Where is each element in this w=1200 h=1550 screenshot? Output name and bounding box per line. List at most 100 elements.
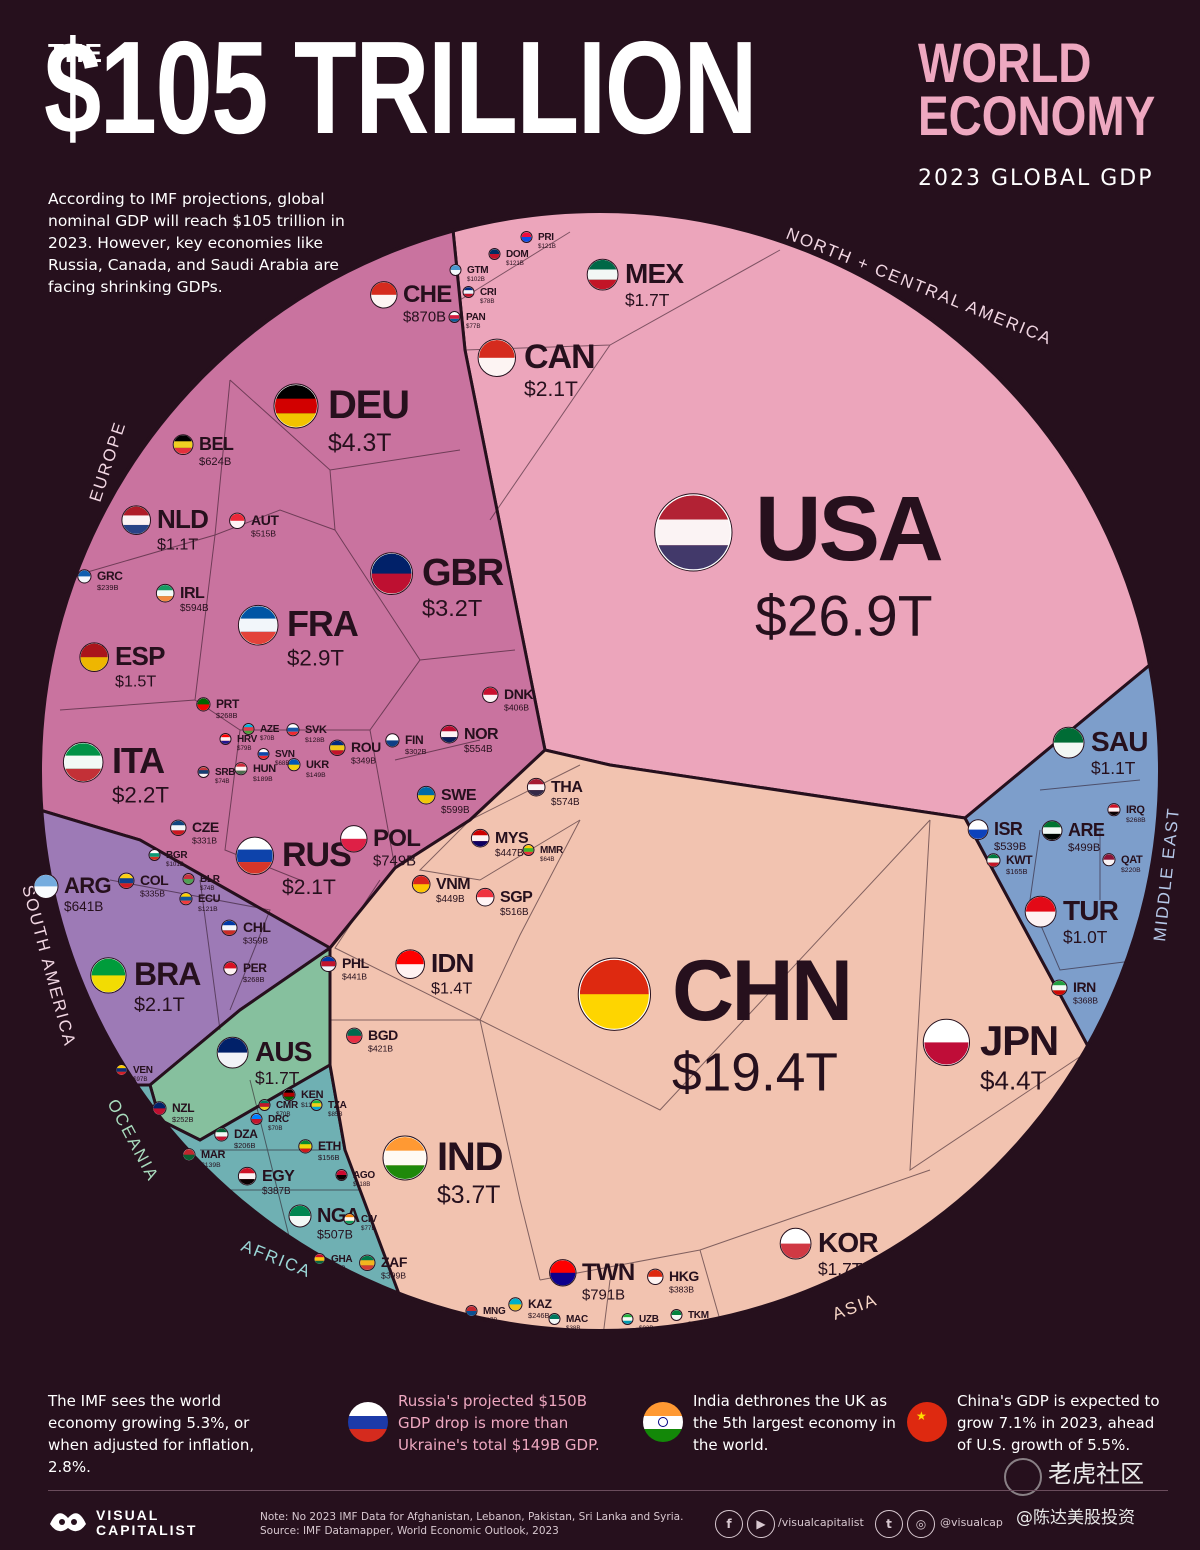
drc-code: DRC (268, 1114, 289, 1125)
russia-flag-icon (348, 1402, 388, 1442)
ind-gdp: $3.7T (437, 1182, 500, 1209)
twn-code: TWN (582, 1259, 635, 1286)
col-flag-icon (118, 873, 135, 889)
cell-pri: PRI$121B (520, 231, 556, 250)
cell-arg: ARG$641B (33, 873, 112, 914)
mng-flag-icon (466, 1305, 477, 1317)
instagram-icon[interactable]: ◎ (907, 1510, 935, 1538)
cell-phl: PHL$441B (320, 955, 370, 981)
ago-code: AGO (353, 1170, 375, 1181)
srb-code: SRB (215, 767, 235, 778)
aus-gdp: $1.7T (255, 1068, 300, 1088)
can-code: CAN (524, 338, 595, 376)
nzl-flag-icon (152, 1101, 166, 1116)
mex-gdp: $1.7T (625, 290, 670, 310)
bgr-gdp: $101B (166, 861, 184, 868)
cell-aus: AUS$1.7T (216, 1036, 313, 1088)
gha-code: GHA (331, 1254, 352, 1265)
aze-code: AZE (260, 724, 280, 735)
watermark-bottom: @陈达美股投资 (1016, 1508, 1135, 1528)
arg-gdp: $641B (64, 899, 103, 914)
tha-gdp: $574B (551, 797, 580, 808)
cell-pol: POL $749B (340, 825, 421, 870)
zaf-code: ZAF (381, 1254, 408, 1270)
cell-nor: NOR$554B (439, 724, 500, 755)
per-gdp: $268B (243, 975, 265, 984)
web-handle[interactable]: /visualcapitalist (778, 1516, 864, 1529)
swe-gdp: $599B (441, 805, 470, 816)
cell-mar: MAR$139B (182, 1148, 226, 1169)
hun-code: HUN (253, 763, 276, 775)
ken-code: KEN (301, 1089, 324, 1101)
ago-gdp: $118B (353, 1181, 370, 1188)
cell-tza: TZA$85B (310, 1099, 347, 1118)
drc-gdp: $70B (268, 1125, 282, 1132)
twitter-icon[interactable]: t (875, 1510, 903, 1538)
title-main: $105 TRILLION (44, 14, 758, 161)
cell-che: CHE $870B (370, 281, 453, 326)
deu-flag-icon (274, 384, 318, 428)
hkg-flag-icon (647, 1269, 663, 1285)
bra-gdp: $2.1T (134, 994, 185, 1016)
gtm-gdp: $102B (467, 276, 485, 283)
cell-hun: HUN$189B (234, 762, 277, 783)
phl-flag-icon (320, 956, 336, 972)
svk-code: SVK (305, 724, 327, 736)
nzl-gdp: $252B (172, 1115, 194, 1124)
ita-gdp: $2.2T (112, 783, 169, 808)
cell-ven: VEN$97B (115, 1064, 153, 1083)
nga-flag-icon (289, 1205, 311, 1227)
are-code: ARE (1068, 820, 1105, 840)
prt-gdp: $268B (216, 711, 238, 720)
ago-flag-icon (336, 1169, 347, 1181)
mmr-code: MMR (540, 845, 564, 856)
aus-code: AUS (255, 1036, 312, 1067)
uzb-code: UZB (639, 1314, 659, 1325)
bel-gdp: $624B (199, 456, 231, 468)
jpn-flag-icon (923, 1019, 970, 1066)
esp-flag-icon (79, 642, 109, 672)
blr-code: BLR (200, 874, 221, 885)
facebook-icon[interactable]: f (715, 1510, 743, 1538)
cell-drc: DRC$70B (250, 1113, 289, 1132)
kor-flag-icon (780, 1228, 811, 1259)
mys-gdp: $447B (495, 848, 524, 859)
mys-code: MYS (495, 830, 529, 847)
cell-chn: CHN$19.4T (577, 943, 853, 1103)
are-gdp: $499B (1068, 842, 1100, 854)
civ-code: CIV (361, 1214, 377, 1225)
can-flag-icon (478, 339, 516, 377)
youtube-icon[interactable]: ▶ (747, 1510, 775, 1538)
dnk-flag-icon (482, 687, 498, 703)
hrv-code: HRV (237, 734, 258, 745)
hun-gdp: $189B (253, 776, 273, 783)
cell-ecu: ECU$121B (179, 892, 221, 913)
pan-flag-icon (449, 311, 460, 323)
nld-code: NLD (157, 504, 208, 534)
chl-flag-icon (221, 920, 238, 936)
cell-usa: USA$26.9T (654, 478, 945, 648)
mng-gdp: $17B (483, 1317, 497, 1324)
social-handle[interactable]: @visualcap (940, 1516, 1003, 1529)
qat-code: QAT (1121, 854, 1143, 866)
isr-code: ISR (994, 819, 1023, 839)
cell-cmr: CMR$70B (258, 1099, 299, 1118)
tkm-gdp: $83B (688, 1321, 702, 1328)
fra-code: FRA (287, 603, 359, 644)
nzl-code: NZL (172, 1101, 194, 1115)
dza-flag-icon (214, 1127, 228, 1142)
sau-code: SAU (1091, 726, 1148, 757)
ind-flag-icon (383, 1136, 427, 1180)
cell-aze: AZE$70B (242, 723, 280, 742)
col-code: COL (140, 872, 169, 888)
prt-code: PRT (216, 697, 240, 711)
nld-flag-icon (121, 505, 151, 535)
tha-flag-icon (527, 778, 546, 797)
jpn-gdp: $4.4T (980, 1065, 1047, 1095)
gha-flag-icon (314, 1253, 325, 1265)
gha-gdp: $67B (331, 1265, 345, 1272)
cell-svk: SVK$128B (286, 723, 327, 744)
kwt-gdp: $165B (1006, 867, 1028, 876)
kor-code: KOR (818, 1227, 878, 1258)
cze-code: CZE (192, 819, 219, 835)
